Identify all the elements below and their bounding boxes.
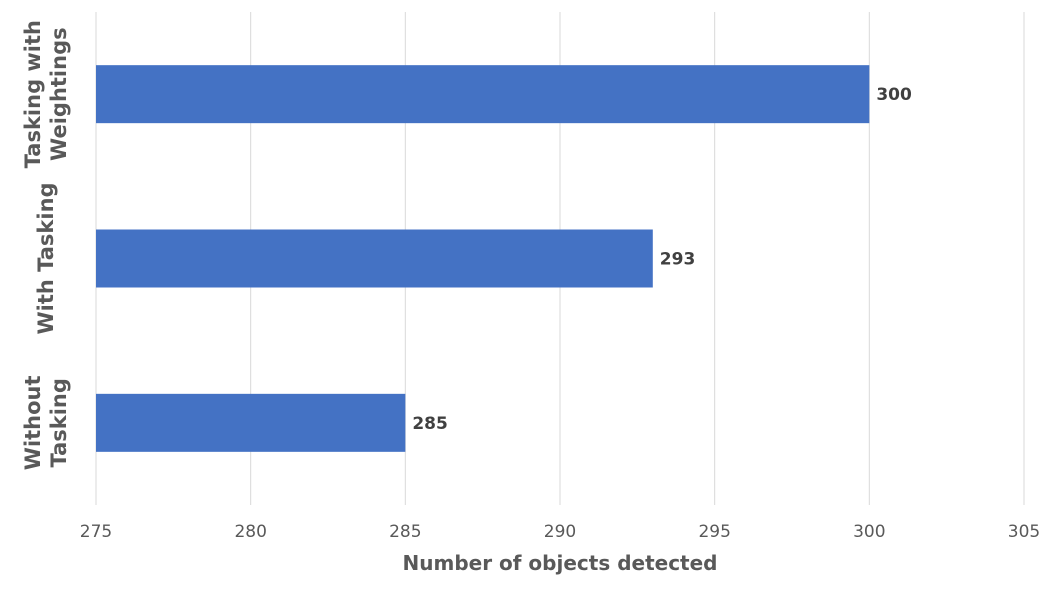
x-tick-label: 300 [853, 522, 885, 542]
y-axis-categories: Tasking with Weightings With Tasking Withou… [21, 20, 71, 470]
data-label: 285 [412, 414, 448, 434]
bar [96, 393, 406, 452]
x-tick-label: 285 [389, 522, 421, 542]
x-axis-title: Number of objects detected [403, 551, 718, 575]
bar [96, 229, 653, 288]
category-label-line: With Tasking [34, 182, 58, 334]
bar [96, 65, 870, 124]
category-label: Without Tasking [21, 375, 71, 470]
x-tick-label: 295 [698, 522, 730, 542]
category-label-line: Without [21, 375, 45, 470]
data-label: 300 [876, 85, 912, 105]
data-label: 293 [660, 250, 696, 270]
category-label-line: Tasking with [21, 20, 45, 168]
category-label: Tasking with Weightings [21, 20, 71, 168]
x-tick-label: 305 [1008, 522, 1040, 542]
bars [96, 65, 870, 452]
x-tick-label: 275 [80, 522, 112, 542]
category-label-line: Tasking [47, 378, 71, 467]
data-labels: 300 293 285 [412, 85, 912, 434]
x-axis-ticks: 275 280 285 290 295 300 305 [80, 522, 1040, 542]
category-label: With Tasking [34, 182, 58, 334]
x-tick-label: 280 [234, 522, 266, 542]
category-label-line: Weightings [47, 27, 71, 161]
x-tick-label: 290 [544, 522, 576, 542]
